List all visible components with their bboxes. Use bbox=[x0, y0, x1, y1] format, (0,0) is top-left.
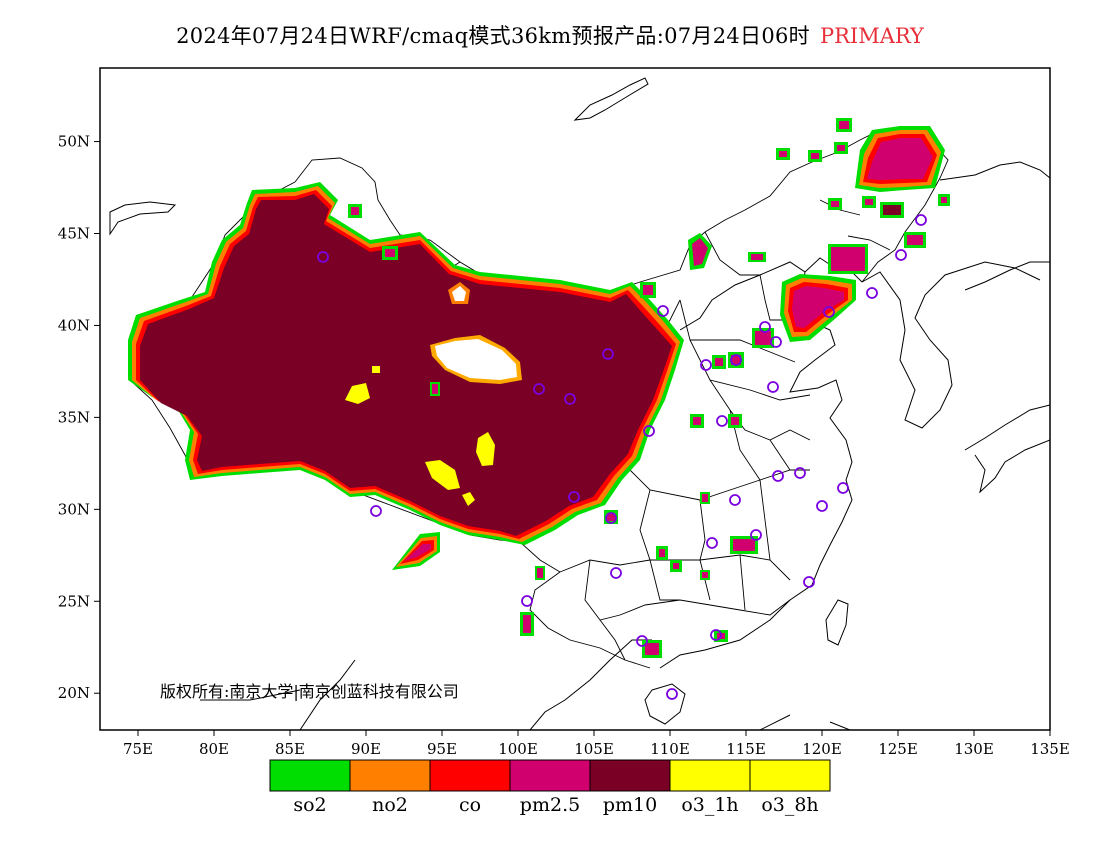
station-marker bbox=[317, 251, 329, 263]
lat-tick-label: 50N bbox=[58, 133, 90, 151]
coastline-india bbox=[200, 659, 356, 730]
station-marker bbox=[915, 214, 927, 226]
china-border-south bbox=[529, 571, 651, 669]
o3-regions bbox=[345, 366, 495, 506]
station-marker bbox=[816, 500, 828, 512]
coastline-korea bbox=[861, 261, 1041, 429]
primary-label: PRIMARY bbox=[819, 24, 924, 48]
legend-swatch-o3-1h bbox=[669, 759, 751, 792]
pollutant-fields bbox=[128, 118, 950, 658]
coastlines bbox=[109, 77, 1050, 730]
pm25-regions bbox=[404, 138, 933, 561]
clean-holes bbox=[430, 282, 522, 384]
lon-tick-label: 90E bbox=[351, 740, 381, 758]
legend-label-co: co bbox=[458, 794, 482, 816]
coastline-indochina bbox=[529, 639, 652, 730]
page-title: 2024年07月24日WRF/cmaq模式36km预报产品:07月24日06时 bbox=[176, 24, 810, 48]
legend-bar bbox=[269, 759, 831, 792]
station-marker bbox=[750, 529, 762, 541]
station-marker bbox=[605, 512, 617, 524]
lon-tick-label: 85E bbox=[275, 740, 305, 758]
station-marker bbox=[823, 306, 835, 318]
station-marker bbox=[706, 537, 718, 549]
lon-tick-label: 125E bbox=[878, 740, 918, 758]
station-marker bbox=[730, 354, 742, 366]
lake-baikal bbox=[573, 77, 649, 121]
legend-label-o3-8h: o3_8h bbox=[761, 794, 819, 816]
lon-tick-label: 115E bbox=[726, 740, 766, 758]
coastline-russia-far-east bbox=[939, 161, 1050, 291]
station-marker bbox=[370, 505, 382, 517]
legend-swatch-co bbox=[429, 759, 511, 792]
station-marker bbox=[521, 595, 533, 607]
station-marker bbox=[770, 336, 782, 348]
station-marker bbox=[866, 287, 878, 299]
latitude-axis: 20N 25N 30N 35N 40N 45N 50N bbox=[58, 133, 100, 702]
copyright-text: 版权所有:南京大学|南京创蓝科技有限公司 bbox=[160, 682, 459, 701]
station-marker bbox=[636, 635, 648, 647]
station-marker bbox=[657, 305, 669, 317]
station-marker bbox=[700, 359, 712, 371]
legend-swatch-pm10 bbox=[589, 759, 671, 792]
coastline-sea bbox=[759, 714, 851, 730]
title-line: 2024年07月24日WRF/cmaq模式36km预报产品:07月24日06时 P… bbox=[0, 20, 1100, 50]
legend-label-pm10: pm10 bbox=[602, 794, 658, 816]
station-marker bbox=[759, 321, 771, 333]
map-frame bbox=[99, 67, 1051, 731]
lon-tick-label: 75E bbox=[123, 740, 153, 758]
station-marker bbox=[772, 470, 784, 482]
coastline-east-china bbox=[659, 261, 853, 669]
lat-tick-label: 20N bbox=[58, 684, 90, 702]
station-marker bbox=[610, 567, 622, 579]
legend-label-no2: no2 bbox=[372, 794, 408, 816]
lake-balkhash bbox=[109, 201, 177, 236]
station-marker bbox=[803, 576, 815, 588]
lon-tick-label: 100E bbox=[498, 740, 538, 758]
legend-swatch-no2 bbox=[349, 759, 431, 792]
station-marker bbox=[666, 688, 678, 700]
longitude-axis: 75E 80E 85E 90E 95E 100E 105E 110E 115E 120E 125E 1… bbox=[123, 730, 1070, 758]
lat-tick-label: 45N bbox=[58, 225, 90, 243]
station-marker bbox=[568, 491, 580, 503]
lon-tick-label: 135E bbox=[1030, 740, 1070, 758]
lon-tick-label: 120E bbox=[802, 740, 842, 758]
pm10-region bbox=[140, 194, 672, 536]
lon-tick-label: 95E bbox=[427, 740, 457, 758]
lat-tick-label: 40N bbox=[58, 316, 90, 334]
east-hotspots bbox=[348, 118, 950, 658]
lon-tick-label: 110E bbox=[650, 740, 690, 758]
island-taiwan bbox=[825, 599, 849, 646]
lat-tick-label: 30N bbox=[58, 500, 90, 518]
station-marker bbox=[716, 415, 728, 427]
station-marker bbox=[533, 383, 545, 395]
station-marker bbox=[564, 393, 576, 405]
lat-tick-label: 35N bbox=[58, 408, 90, 426]
station-marker bbox=[710, 629, 722, 641]
coastline-japan bbox=[964, 404, 1050, 494]
legend-label-pm25: pm2.5 bbox=[519, 794, 581, 816]
station-marker bbox=[895, 249, 907, 261]
legend-label-o3-1h: o3_1h bbox=[681, 794, 739, 816]
station-marker bbox=[767, 381, 779, 393]
lon-tick-label: 105E bbox=[574, 740, 614, 758]
station-markers bbox=[317, 214, 927, 700]
station-marker bbox=[794, 467, 806, 479]
island-hainan bbox=[644, 683, 686, 725]
station-marker bbox=[602, 348, 614, 360]
legend-swatch-so2 bbox=[269, 759, 351, 792]
lon-tick-label: 130E bbox=[954, 740, 994, 758]
station-marker bbox=[837, 482, 849, 494]
legend-swatch-o3-8h bbox=[749, 759, 831, 792]
station-marker bbox=[729, 494, 741, 506]
lat-tick-label: 25N bbox=[58, 592, 90, 610]
lon-tick-label: 80E bbox=[199, 740, 229, 758]
station-marker bbox=[643, 425, 655, 437]
legend-label-so2: so2 bbox=[293, 794, 327, 816]
legend-swatch-pm2-5 bbox=[509, 759, 591, 792]
